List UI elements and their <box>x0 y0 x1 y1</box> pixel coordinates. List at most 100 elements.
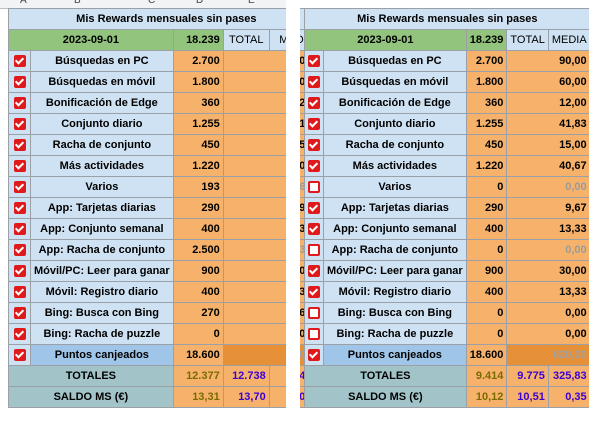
activity-label[interactable]: Racha de conjunto <box>30 134 174 156</box>
activity-media[interactable]: 0,00 <box>506 323 589 345</box>
activity-label[interactable]: Racha de conjunto <box>323 134 467 156</box>
activity-total[interactable]: 450 <box>172 134 224 156</box>
activity-checkbox-cell[interactable] <box>8 155 31 177</box>
checked-checkbox-icon[interactable] <box>13 139 26 152</box>
media-column-header[interactable]: MEDIA <box>547 29 589 51</box>
activity-label[interactable]: Búsquedas en PC <box>323 50 467 72</box>
activity-checkbox-cell[interactable] <box>8 260 31 282</box>
activity-total[interactable]: 193 <box>172 176 224 198</box>
points-balance-cell[interactable]: 18.239 <box>465 29 508 51</box>
activity-total[interactable]: 1.255 <box>172 113 224 135</box>
saldo-label[interactable]: SALDO MS (€) <box>304 386 467 408</box>
activity-total[interactable]: 360 <box>172 92 224 114</box>
activity-total[interactable]: 1.800 <box>172 71 224 93</box>
activity-checkbox-cell[interactable] <box>304 134 324 156</box>
activity-total[interactable]: 0 <box>465 239 508 261</box>
activity-checkbox-cell[interactable] <box>8 50 31 72</box>
activity-checkbox-cell[interactable] <box>304 113 324 135</box>
activity-checkbox-cell[interactable] <box>8 218 31 240</box>
activity-checkbox-cell[interactable] <box>304 260 324 282</box>
activity-total[interactable]: 0 <box>465 302 508 324</box>
checked-checkbox-icon[interactable] <box>13 307 26 320</box>
activity-total[interactable]: 400 <box>172 218 224 240</box>
unchecked-checkbox-icon[interactable] <box>308 328 320 341</box>
activity-media[interactable]: 40,67 <box>506 155 589 177</box>
checked-checkbox-icon[interactable] <box>308 202 320 215</box>
activity-label[interactable]: Búsquedas en móvil <box>323 71 467 93</box>
activity-label[interactable]: Bing: Racha de puzzle <box>323 323 467 345</box>
activity-total[interactable]: 900 <box>172 260 224 282</box>
activity-checkbox-cell[interactable] <box>8 113 31 135</box>
activity-total[interactable]: 400 <box>172 281 224 303</box>
checked-checkbox-icon[interactable] <box>13 160 26 173</box>
activity-label[interactable]: App: Conjunto semanal <box>30 218 174 240</box>
activity-label[interactable]: App: Tarjetas diarias <box>30 197 174 219</box>
checked-checkbox-icon[interactable] <box>13 244 26 257</box>
activity-label[interactable]: Móvil/PC: Leer para ganar <box>30 260 174 282</box>
checked-checkbox-icon[interactable] <box>13 97 26 110</box>
column-header-a[interactable]: A <box>20 0 27 6</box>
activity-media[interactable]: 13,33 <box>506 218 589 240</box>
activity-total[interactable]: 400 <box>465 218 508 240</box>
totales-value-b[interactable]: 12.738 <box>222 365 270 387</box>
activity-media[interactable]: 30,00 <box>506 260 589 282</box>
canjeados-checkbox-cell[interactable] <box>304 344 324 366</box>
canjeados-label[interactable]: Puntos canjeados <box>323 344 467 366</box>
activity-checkbox-cell[interactable] <box>304 302 324 324</box>
canjeados-label[interactable]: Puntos canjeados <box>30 344 174 366</box>
activity-total[interactable]: 1.800 <box>465 71 508 93</box>
activity-checkbox-cell[interactable] <box>8 134 31 156</box>
canjeados-total[interactable]: 18.600 <box>465 344 508 366</box>
checked-checkbox-icon[interactable] <box>308 97 320 110</box>
checked-checkbox-icon[interactable] <box>13 349 26 362</box>
checked-checkbox-icon[interactable] <box>13 202 26 215</box>
totales-value-a[interactable]: 12.377 <box>172 365 224 387</box>
activity-checkbox-cell[interactable] <box>304 218 324 240</box>
activity-label[interactable]: App: Conjunto semanal <box>323 218 467 240</box>
activity-checkbox-cell[interactable] <box>304 176 324 198</box>
activity-media[interactable]: 41,83 <box>506 113 589 135</box>
activity-label[interactable]: Móvil/PC: Leer para ganar <box>323 260 467 282</box>
unchecked-checkbox-icon[interactable] <box>308 181 320 194</box>
activity-total[interactable]: 900 <box>465 260 508 282</box>
activity-total[interactable]: 1.255 <box>465 113 508 135</box>
activity-label[interactable]: Varios <box>323 176 467 198</box>
totales-value-b[interactable]: 9.775 <box>506 365 549 387</box>
activity-total[interactable]: 0 <box>465 176 508 198</box>
saldo-value-c[interactable]: 0,35 <box>547 386 589 408</box>
checked-checkbox-icon[interactable] <box>13 223 26 236</box>
activity-total[interactable]: 290 <box>172 197 224 219</box>
canjeados-media[interactable]: 620,00 <box>506 344 589 366</box>
activity-checkbox-cell[interactable] <box>8 71 31 93</box>
activity-media[interactable]: 0,00 <box>506 239 589 261</box>
activity-media[interactable]: 0,00 <box>506 302 589 324</box>
activity-total[interactable]: 270 <box>172 302 224 324</box>
activity-total[interactable]: 400 <box>465 281 508 303</box>
activity-label[interactable]: Bing: Busca con Bing <box>323 302 467 324</box>
activity-label[interactable]: Bing: Busca con Bing <box>30 302 174 324</box>
saldo-value-b[interactable]: 13,70 <box>222 386 270 408</box>
activity-label[interactable]: Bing: Racha de puzzle <box>30 323 174 345</box>
checked-checkbox-icon[interactable] <box>308 118 320 131</box>
checked-checkbox-icon[interactable] <box>308 223 320 236</box>
column-header-d[interactable]: D <box>196 0 204 6</box>
activity-label[interactable]: Móvil: Registro diario <box>323 281 467 303</box>
checked-checkbox-icon[interactable] <box>308 76 320 89</box>
activity-checkbox-cell[interactable] <box>8 92 31 114</box>
saldo-value-a[interactable]: 13,31 <box>172 386 224 408</box>
saldo-label[interactable]: SALDO MS (€) <box>8 386 174 408</box>
activity-checkbox-cell[interactable] <box>304 92 324 114</box>
date-cell[interactable]: 2023-09-01 <box>8 29 174 51</box>
checked-checkbox-icon[interactable] <box>308 286 320 299</box>
activity-total[interactable]: 0 <box>172 323 224 345</box>
unchecked-checkbox-icon[interactable] <box>308 244 320 257</box>
checked-checkbox-icon[interactable] <box>13 76 26 89</box>
activity-label[interactable]: Conjunto diario <box>30 113 174 135</box>
activity-total[interactable]: 360 <box>465 92 508 114</box>
activity-label[interactable]: Móvil: Registro diario <box>30 281 174 303</box>
totales-label[interactable]: TOTALES <box>304 365 467 387</box>
sheet-title[interactable]: Mis Rewards mensuales sin pases <box>8 8 325 30</box>
totales-label[interactable]: TOTALES <box>8 365 174 387</box>
checked-checkbox-icon[interactable] <box>13 55 26 68</box>
activity-media[interactable]: 15,00 <box>506 134 589 156</box>
